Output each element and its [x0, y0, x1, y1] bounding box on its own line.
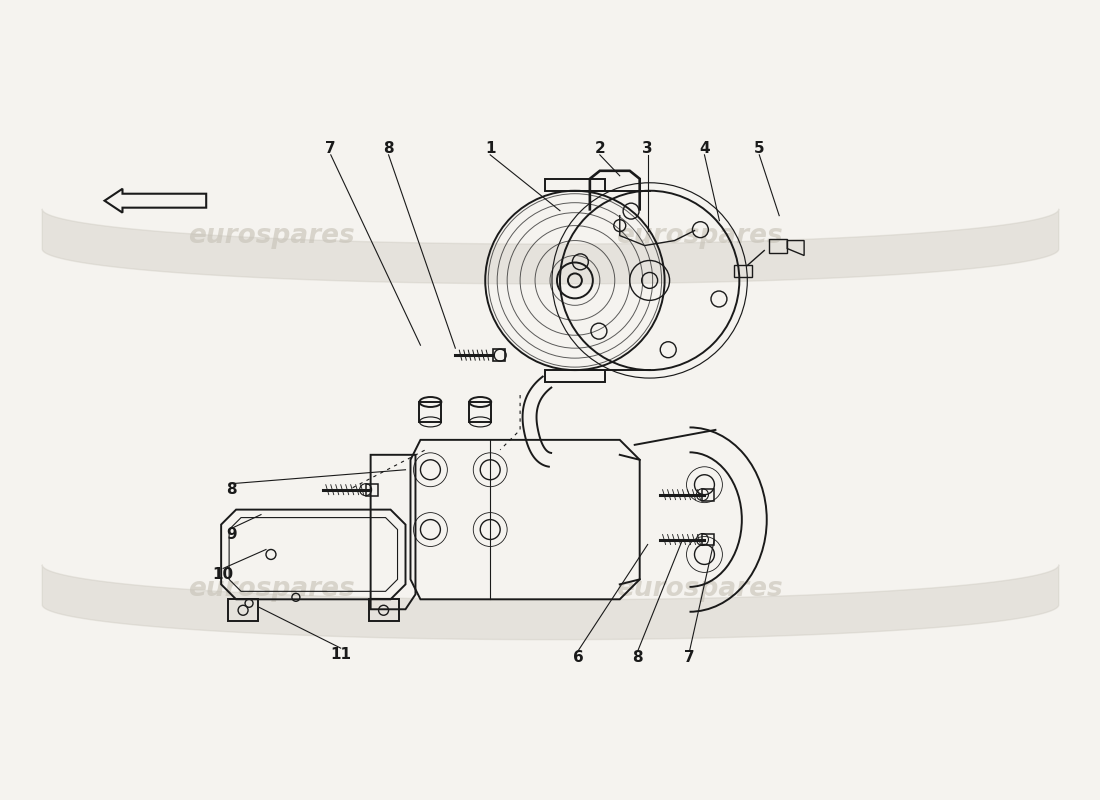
Text: 7: 7 — [684, 650, 695, 665]
Text: 10: 10 — [212, 567, 233, 582]
Bar — [228, 599, 258, 622]
Text: 2: 2 — [594, 142, 605, 156]
Text: 8: 8 — [226, 482, 236, 497]
Text: eurospares: eurospares — [188, 222, 354, 249]
Text: 3: 3 — [642, 142, 653, 156]
Bar — [493, 349, 505, 361]
Bar — [735, 266, 752, 278]
Text: 8: 8 — [383, 142, 394, 156]
Bar — [703, 534, 714, 546]
Bar — [470, 402, 492, 422]
Bar — [365, 484, 377, 496]
Bar — [703, 489, 714, 501]
Bar — [419, 402, 441, 422]
Text: 11: 11 — [330, 646, 351, 662]
Text: 4: 4 — [700, 142, 710, 156]
Text: 7: 7 — [326, 142, 337, 156]
Text: eurospares: eurospares — [616, 576, 783, 602]
Text: eurospares: eurospares — [188, 576, 354, 602]
Text: 8: 8 — [632, 650, 644, 665]
Text: eurospares: eurospares — [616, 222, 783, 249]
Bar — [368, 599, 398, 622]
Text: 1: 1 — [485, 142, 495, 156]
Text: 6: 6 — [572, 650, 583, 665]
Bar — [769, 238, 788, 253]
Text: 9: 9 — [226, 527, 236, 542]
Text: 5: 5 — [754, 142, 764, 156]
